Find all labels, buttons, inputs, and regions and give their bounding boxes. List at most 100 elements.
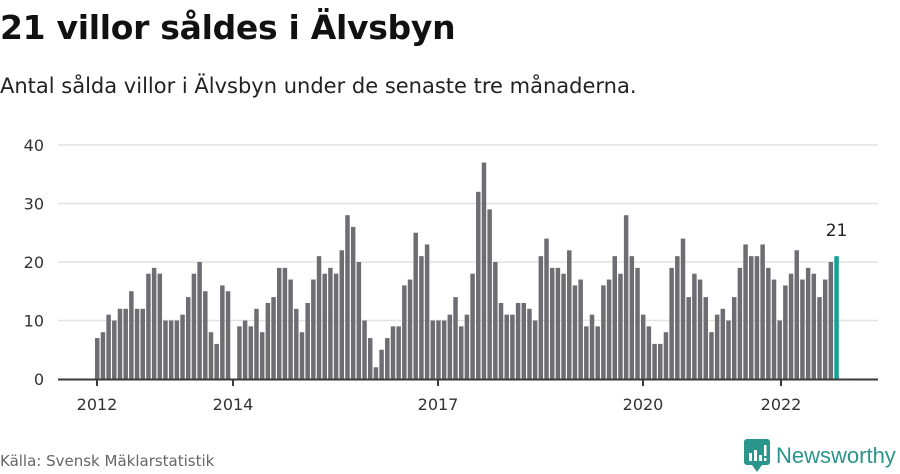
bar xyxy=(168,320,174,379)
bar xyxy=(117,308,123,379)
bar xyxy=(470,273,475,379)
bar xyxy=(453,297,458,379)
newsworthy-logo-icon xyxy=(744,439,770,472)
bar xyxy=(441,320,447,379)
bar xyxy=(146,273,151,379)
bar xyxy=(424,244,430,379)
bar xyxy=(225,291,231,379)
bar xyxy=(549,267,555,379)
bar xyxy=(288,279,293,379)
x-tick-label: 2012 xyxy=(77,395,118,414)
x-tick-label: 2022 xyxy=(761,395,802,414)
bar xyxy=(567,250,572,379)
bar xyxy=(140,308,145,379)
chart-title: 21 villor såldes i Älvsbyn xyxy=(0,8,456,47)
bar xyxy=(311,279,316,379)
bar xyxy=(697,279,703,379)
bar xyxy=(601,285,606,379)
highlight-bar xyxy=(834,256,839,379)
bar xyxy=(259,332,265,379)
bar xyxy=(95,338,100,379)
bar xyxy=(692,273,697,379)
bar xyxy=(276,267,282,379)
y-tick-label: 30 xyxy=(24,195,44,214)
bar xyxy=(709,332,714,379)
y-tick-label: 0 xyxy=(34,370,44,389)
bar xyxy=(595,326,600,379)
bar xyxy=(163,320,168,379)
bar xyxy=(646,326,652,379)
bar xyxy=(680,238,686,379)
bar xyxy=(333,273,339,379)
bar xyxy=(294,308,299,379)
bar xyxy=(760,244,765,379)
bar xyxy=(174,320,180,379)
bar xyxy=(720,308,726,379)
bar xyxy=(652,343,657,379)
bar xyxy=(356,262,362,379)
bar xyxy=(618,273,623,379)
bar xyxy=(248,326,254,379)
bar xyxy=(498,302,504,379)
bar xyxy=(203,291,208,379)
bar xyxy=(237,326,242,379)
bar xyxy=(185,297,191,379)
bar xyxy=(703,297,708,379)
bar xyxy=(805,267,811,379)
bar xyxy=(584,326,589,379)
bar xyxy=(345,215,350,379)
bar xyxy=(612,256,618,379)
bar xyxy=(675,256,680,379)
bar xyxy=(458,326,464,379)
x-axis-labels: 2012 2014 2017 2020 2022 xyxy=(77,380,802,414)
x-tick-label: 2020 xyxy=(623,395,664,414)
bar xyxy=(572,285,578,379)
bar xyxy=(100,332,106,379)
bar xyxy=(197,262,202,379)
bar xyxy=(305,302,310,379)
bar xyxy=(282,267,288,379)
y-axis-labels: 0 10 20 30 40 xyxy=(24,136,44,389)
bar xyxy=(663,332,669,379)
bar xyxy=(538,256,544,379)
bar xyxy=(220,285,225,379)
bar xyxy=(635,267,640,379)
bar xyxy=(783,285,788,379)
bar xyxy=(151,267,157,379)
bar xyxy=(754,256,760,379)
bar xyxy=(788,273,794,379)
bar xyxy=(578,279,583,379)
bar xyxy=(271,297,276,379)
bar xyxy=(504,314,509,379)
bar xyxy=(686,297,691,379)
last-value-annotation: 21 xyxy=(826,221,848,241)
bar xyxy=(242,320,248,379)
bar xyxy=(106,314,111,379)
bar xyxy=(208,332,214,379)
bar xyxy=(316,256,322,379)
bar xyxy=(180,314,185,379)
bar xyxy=(777,320,782,379)
bar xyxy=(658,343,663,379)
bar xyxy=(771,279,777,379)
bar xyxy=(606,279,612,379)
bars xyxy=(95,162,839,379)
bar xyxy=(640,314,646,379)
bar xyxy=(464,314,470,379)
bar xyxy=(476,191,481,379)
bar xyxy=(800,279,805,379)
bar xyxy=(214,343,219,379)
y-tick-label: 40 xyxy=(24,136,44,155)
bar xyxy=(515,302,521,379)
bar xyxy=(527,308,532,379)
bar xyxy=(339,250,345,379)
bar xyxy=(544,238,549,379)
chart-subtitle: Antal sålda villor i Älvsbyn under de se… xyxy=(0,74,637,98)
bar xyxy=(669,267,674,379)
bar xyxy=(373,367,379,379)
bar xyxy=(157,273,163,379)
brand-name: Newsworthy xyxy=(776,443,896,468)
bar xyxy=(362,320,367,379)
y-tick-label: 10 xyxy=(24,312,44,331)
